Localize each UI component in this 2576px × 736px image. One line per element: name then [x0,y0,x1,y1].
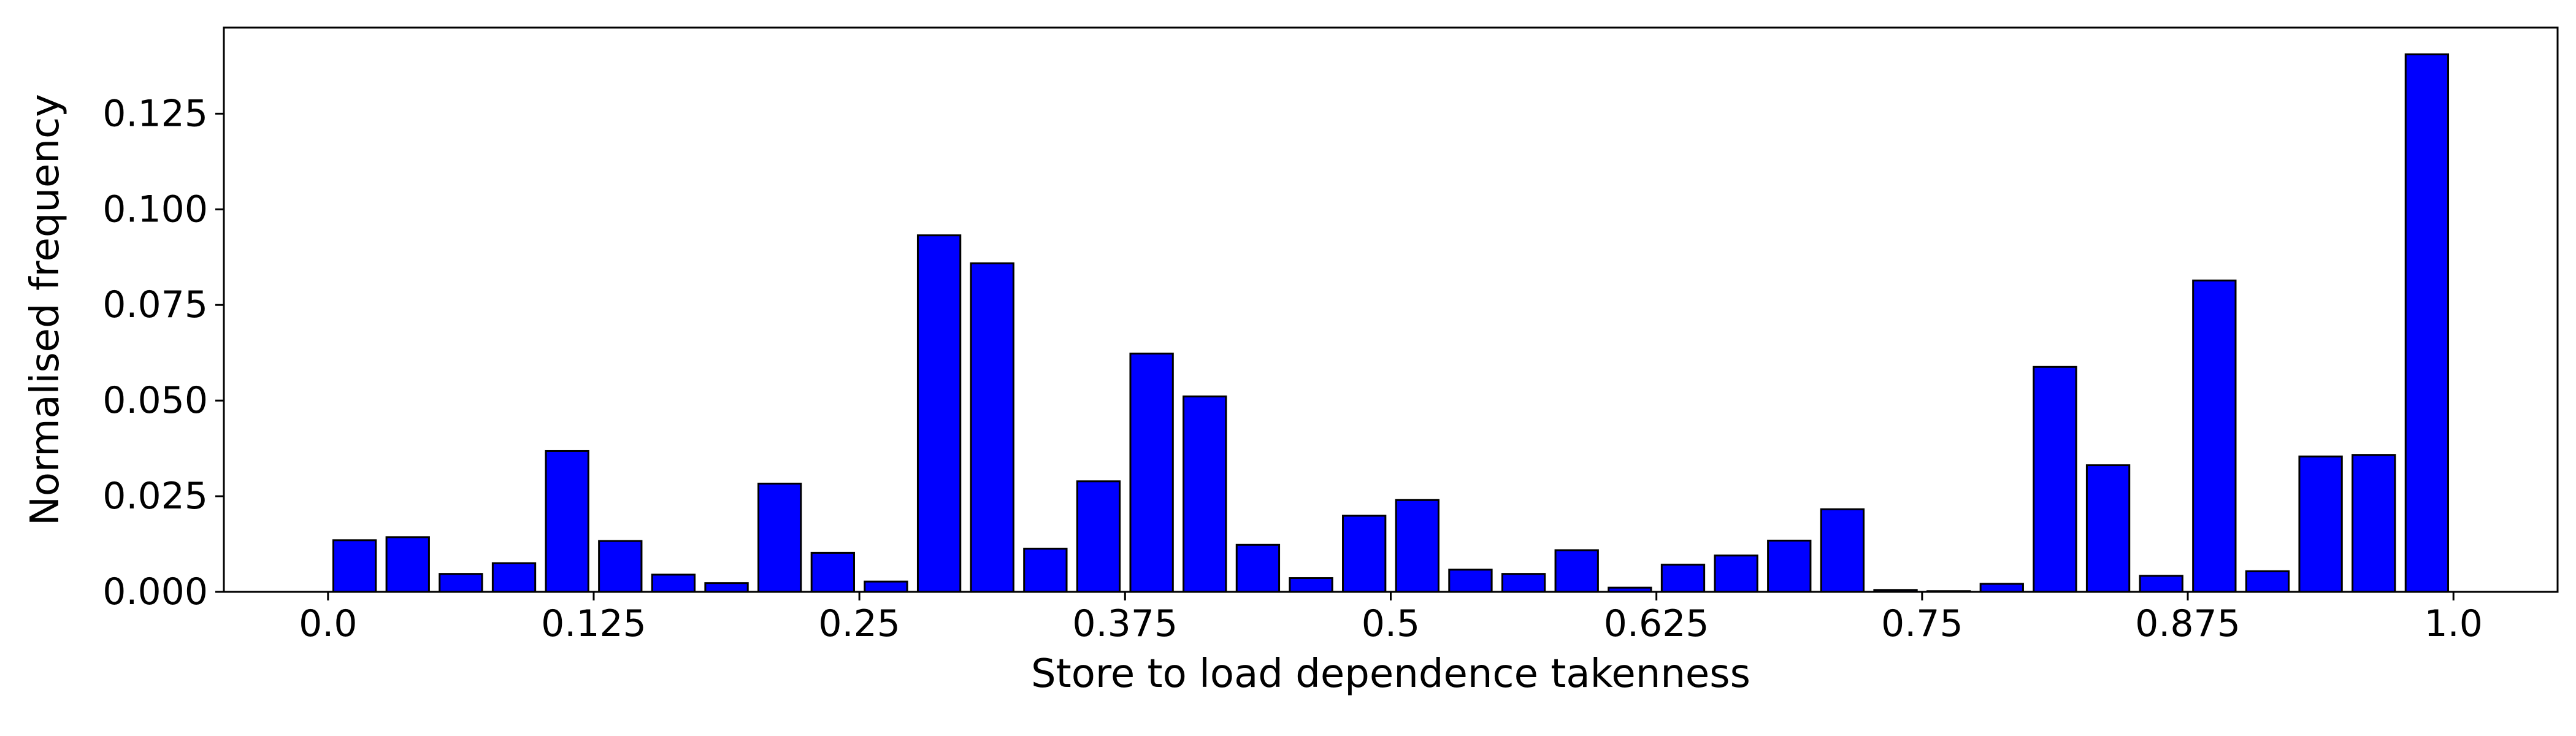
bar [2298,455,2343,593]
x-axis: 0.0 0.125 0.25 0.375 0.5 0.625 0.75 0.875 1.0 [299,592,2483,645]
y-tick-label: 0.025 [102,475,208,518]
bar [864,580,908,593]
bar [651,573,696,593]
bar [2404,53,2450,593]
x-axis-label: Store to load dependence takenness [1031,651,1750,697]
y-tick-label: 0.125 [102,92,208,135]
bar [1235,543,1281,593]
bar [1554,549,1599,593]
x-tick-label: 0.0 [299,602,357,645]
bar [1076,480,1121,593]
y-tick-label: 0.075 [102,283,208,326]
bar [704,582,749,593]
y-tick-label: 0.000 [102,570,208,613]
bar [1501,573,1546,593]
bar [2192,279,2237,593]
bar [1660,564,1706,593]
bars-group [332,53,2450,593]
bar [2085,464,2131,593]
x-tick-label: 0.25 [818,602,900,645]
bar [1129,352,1174,593]
bar [1183,395,1227,593]
x-tick-label: 0.125 [541,602,646,645]
x-tick-label: 0.375 [1072,602,1178,645]
bar [598,540,643,593]
y-tick-label: 0.100 [102,188,208,231]
x-tick-label: 1.0 [2424,602,2482,645]
x-tick-label: 0.5 [1362,602,1420,645]
bar [757,482,802,593]
x-tick-label: 0.625 [1604,602,1709,645]
bar [385,536,430,593]
bar [1820,508,1865,593]
x-tick-label: 0.75 [1881,602,1963,645]
y-tick-label: 0.050 [102,379,208,422]
bar [1289,577,1333,593]
bar [1767,539,1812,593]
bar [1023,548,1068,593]
bar [2352,454,2396,593]
bar [1979,583,2024,593]
bar [2139,575,2183,593]
bar [970,262,1014,593]
bar [810,551,855,593]
bar [1395,499,1439,593]
x-tick-label: 0.875 [2135,602,2241,645]
bar [439,573,483,593]
bar [1714,554,1758,593]
bar [1342,515,1387,593]
y-axis-label: Normalised frequency [23,94,68,526]
bar [1448,569,1493,593]
bar [2033,366,2077,593]
bar [916,234,962,593]
bar [332,539,377,593]
y-axis: 0.000 0.025 0.050 0.075 0.100 0.125 [102,92,224,613]
bar [491,562,537,593]
bar [2245,570,2290,593]
bar [545,450,589,593]
